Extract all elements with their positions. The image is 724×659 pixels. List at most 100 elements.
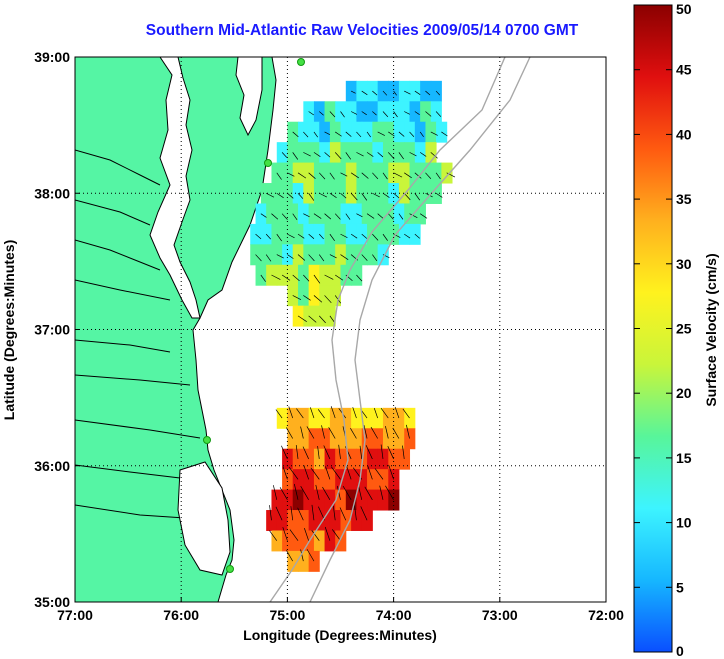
velocity-arrow (308, 254, 315, 262)
velocity-arrow (276, 233, 283, 242)
velocity-cell (282, 469, 294, 491)
velocity-arrow (345, 152, 352, 160)
velocity-cell (271, 489, 283, 511)
velocity-arrow (370, 426, 378, 439)
velocity-arrow (281, 152, 288, 158)
velocity-arrow (289, 529, 299, 541)
velocity-arrow (414, 233, 420, 239)
velocity-arrow (292, 152, 299, 160)
velocity-arrow (339, 507, 347, 521)
velocity-cell (271, 530, 283, 552)
velocity-arrow (404, 172, 412, 179)
velocity-arrow (311, 530, 320, 541)
y-tick-label: 35:00 (34, 594, 70, 610)
velocity-arrow (313, 213, 322, 219)
velocity-arrow (414, 90, 421, 95)
velocity-cell (282, 489, 294, 511)
velocity-arrow (315, 484, 320, 500)
velocity-arrow (334, 213, 341, 220)
velocity-arrow (334, 131, 342, 137)
velocity-arrow (329, 254, 337, 259)
velocity-arrow (297, 172, 307, 179)
velocity-arrow (361, 111, 367, 116)
velocity-cell (382, 428, 395, 450)
colorbar-tick-label: 45 (676, 62, 692, 78)
velocity-arrow (311, 504, 315, 521)
velocity-arrow (334, 152, 342, 160)
velocity-arrow (287, 192, 294, 199)
velocity-arrow (319, 233, 324, 240)
velocity-arrow (308, 193, 315, 201)
velocity-arrow (356, 152, 364, 157)
velocity-cell (324, 469, 336, 491)
velocity-arrow (313, 295, 323, 303)
velocity-arrow (329, 233, 335, 242)
velocity-arrow (406, 424, 410, 439)
grid-lines (75, 57, 606, 602)
velocity-cell (345, 469, 357, 491)
velocity-arrow (340, 111, 345, 118)
velocity-cell (335, 469, 347, 491)
velocity-arrow (324, 152, 331, 158)
velocity-arrow (377, 131, 385, 136)
velocity-arrow (296, 408, 304, 419)
velocity-cell (324, 530, 336, 552)
velocity-arrow (271, 274, 281, 280)
velocity-arrow (361, 193, 368, 201)
velocity-cell (356, 489, 368, 511)
velocity-arrow (409, 213, 418, 218)
velocity-arrow (324, 274, 334, 280)
velocity-arrow (255, 233, 262, 240)
velocity-arrow (286, 550, 294, 562)
velocity-cell (298, 407, 310, 429)
velocity-arrow (419, 213, 428, 219)
colorbar-label: Surface Velocity (cm/s) (703, 253, 719, 406)
velocity-cell (292, 448, 304, 470)
velocity-arrow (318, 254, 325, 262)
velocity-arrow (352, 407, 357, 419)
x-tick-label: 76:00 (163, 607, 199, 623)
velocity-arrow (303, 152, 311, 157)
velocity-arrow (382, 172, 388, 180)
velocity-arrow (393, 111, 398, 118)
velocity-arrow (303, 213, 310, 218)
velocity-arrow (398, 131, 405, 137)
velocity-cell (287, 428, 299, 450)
velocity-cell (303, 448, 315, 470)
velocity-arrow (303, 465, 309, 480)
velocity-arrow (297, 315, 307, 323)
velocity-arrow (342, 485, 352, 500)
velocity-arrow (361, 172, 369, 179)
velocity-arrow (374, 468, 384, 480)
velocity-arrow (319, 111, 324, 116)
colorbar-tick-label: 20 (676, 385, 692, 401)
velocity-arrow (319, 315, 326, 324)
velocity-arrow (372, 90, 378, 96)
velocity-arrow (330, 406, 336, 419)
velocity-arrow (287, 233, 295, 239)
velocity-arrow (331, 529, 341, 541)
velocity-arrow (363, 425, 368, 439)
velocity-arrow (398, 152, 404, 160)
velocity-arrow (350, 111, 358, 115)
velocity-arrow (269, 530, 278, 541)
velocity-cell (351, 428, 363, 450)
velocity-arrow (273, 485, 278, 500)
velocity-cell (351, 407, 363, 429)
velocity-cell (282, 530, 294, 552)
velocity-arrow (300, 549, 304, 562)
velocity-arrow (425, 90, 431, 96)
x-axis-ticks: 77:00 76:00 75:00 74:00 73:00 72:00 (57, 597, 624, 623)
velocity-arrow (334, 274, 344, 281)
velocity-arrow (350, 233, 358, 239)
velocity-arrow (329, 111, 336, 118)
velocity-arrow (419, 152, 427, 157)
velocity-arrow (403, 193, 411, 201)
velocity-arrow (260, 274, 266, 282)
colorbar-tick-label: 5 (676, 579, 684, 595)
velocity-arrow (409, 152, 417, 157)
velocity-arrow (265, 233, 271, 240)
y-tick-label: 38:00 (34, 185, 70, 201)
velocity-arrow (281, 213, 288, 220)
velocity-arrow (382, 90, 388, 96)
